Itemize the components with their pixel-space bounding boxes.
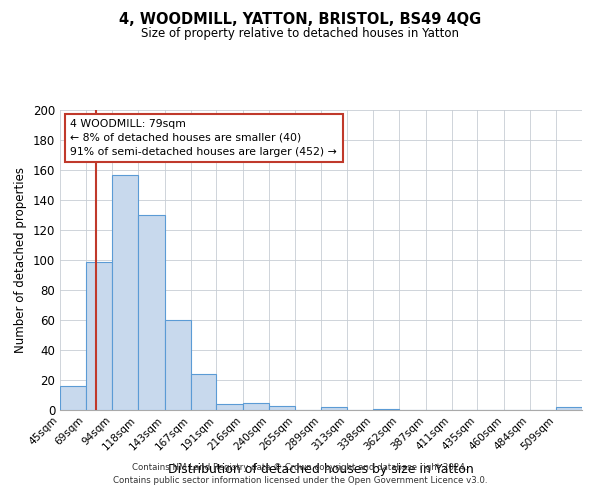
Bar (60, 386, 86, 410)
Text: 4, WOODMILL, YATTON, BRISTOL, BS49 4QG: 4, WOODMILL, YATTON, BRISTOL, BS49 4QG (119, 12, 481, 28)
X-axis label: Distribution of detached houses by size in Yatton: Distribution of detached houses by size … (168, 463, 474, 476)
Bar (556, 407, 582, 410)
Bar (373, 408, 399, 410)
Bar (191, 374, 216, 410)
Text: Contains public sector information licensed under the Open Government Licence v3: Contains public sector information licen… (113, 476, 487, 485)
Bar (243, 402, 269, 410)
Bar (112, 174, 138, 410)
Bar (216, 404, 243, 410)
Text: Size of property relative to detached houses in Yatton: Size of property relative to detached ho… (141, 28, 459, 40)
Y-axis label: Number of detached properties: Number of detached properties (14, 167, 27, 353)
Bar (269, 406, 295, 410)
Text: 4 WOODMILL: 79sqm
← 8% of detached houses are smaller (40)
91% of semi-detached : 4 WOODMILL: 79sqm ← 8% of detached house… (70, 119, 337, 157)
Text: Contains HM Land Registry data © Crown copyright and database right 2024.: Contains HM Land Registry data © Crown c… (132, 464, 468, 472)
Bar (321, 407, 347, 410)
Bar (138, 215, 165, 410)
Bar (165, 320, 191, 410)
Bar (86, 262, 112, 410)
